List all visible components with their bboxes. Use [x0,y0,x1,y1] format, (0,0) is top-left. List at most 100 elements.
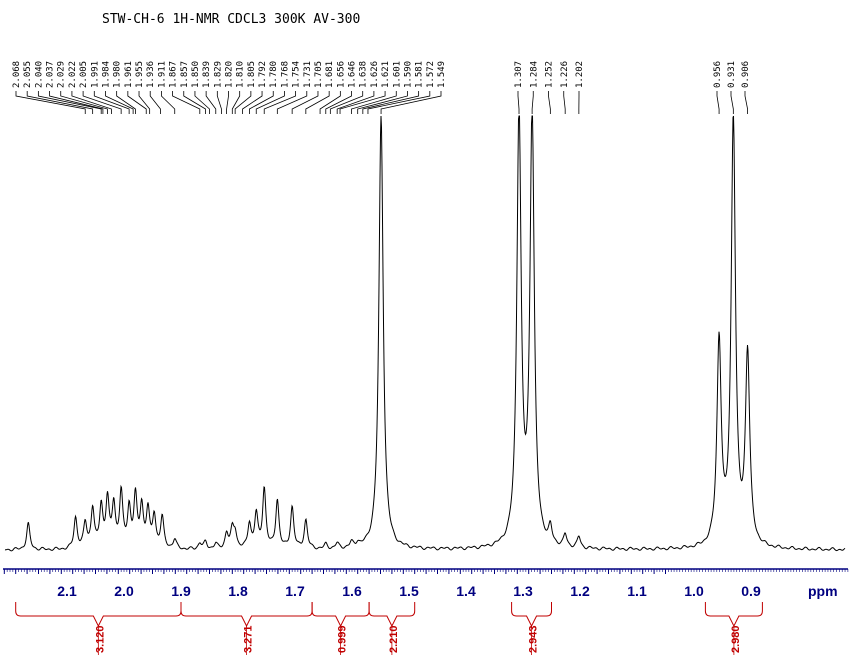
peak-label: 1.681 [325,61,335,88]
peak-label: 1.792 [258,61,268,88]
chart-title: STW-CH-6 1H-NMR CDCL3 300K AV-300 [102,12,360,27]
peak-connector [216,91,222,114]
tick-label: 1.0 [684,583,704,599]
peak-connector [548,91,551,114]
peak-label: 1.839 [202,61,212,88]
peak-label: 1.867 [169,61,179,88]
peak-connector [234,91,252,114]
peak-connector [329,91,364,114]
peak-label: 1.646 [348,61,358,88]
peak-label: 1.601 [392,61,402,88]
peak-label: 0.931 [727,61,737,88]
peak-connector [325,91,352,114]
tick-label: 1.2 [570,583,590,599]
peak-connector [319,91,341,114]
tick-label: 1.9 [171,583,191,599]
integral-value: 2.210 [388,625,400,653]
tick-label: 1.8 [228,583,248,599]
peak-connector [231,91,241,114]
tick-label: 1.4 [456,583,476,599]
tick-label: 1.6 [342,583,362,599]
peak-label: 1.549 [437,61,447,88]
peak-label: 2.037 [46,61,56,88]
tick-label: 1.7 [285,583,305,599]
peak-label: 2.029 [57,61,67,88]
peak-label: 1.754 [292,61,302,88]
peak-label: 0.906 [741,61,751,88]
peak-label: 1.626 [370,61,380,88]
peak-connector [716,91,720,114]
peak-label: 1.810 [236,61,246,88]
peak-label: 1.984 [101,61,111,88]
peak-connector [127,91,147,114]
peak-connector [305,91,330,114]
peak-connector [336,91,375,114]
peak-connector [183,91,206,114]
peak-connector [71,91,112,114]
peak-connector [380,91,442,114]
peak-connector [60,91,108,114]
peak-connector [563,91,566,114]
peak-connector [160,91,176,114]
peak-label: 1.857 [180,61,190,88]
peak-label: 1.590 [403,61,413,88]
peak-label: 2.022 [68,61,78,88]
peak-connector [263,91,297,114]
x-axis: 2.1 2.0 1.9 1.8 1.7 1.6 1.5 1.4 1.3 1.2 1.1 1.0 0.9 [3,568,849,599]
peak-connector [82,91,122,114]
peak-label: 1.911 [157,61,167,88]
peak-connector [339,91,386,114]
peak-label: 1.820 [225,61,235,88]
peak-label: 1.705 [314,61,324,88]
peak-label: 1.202 [575,61,585,88]
peak-label: 1.961 [124,61,134,88]
integral-bracket [180,602,313,628]
peak-connector [744,91,748,114]
peak-connector [531,91,534,114]
peak-label: 1.780 [269,61,279,88]
peak-connector [367,91,431,114]
x-axis-label: ppm [808,583,838,599]
peak-labels: 2.068 2.055 2.040 2.037 2.029 2.022 2.005 1.991… [12,61,751,114]
peak-connector [105,91,134,114]
peak-connector [149,91,161,114]
peak-label: 2.068 [12,61,22,88]
peak-connector [291,91,319,114]
peak-label: 1.805 [247,61,257,88]
tick-label: 1.3 [513,583,533,599]
peak-label: 1.955 [135,61,145,88]
peak-label: 1.731 [303,61,313,88]
peak-label: 1.581 [415,61,425,88]
peak-connector [194,91,210,114]
peak-label: 1.307 [514,61,524,88]
integral-value: 3.120 [94,625,106,653]
integral-bracket [368,602,416,628]
integral-value: 2.980 [730,625,742,653]
peak-connector [116,91,136,114]
peak-label: 1.226 [560,61,570,88]
peak-label: 1.572 [426,61,436,88]
peak-label: 0.956 [713,61,723,88]
peak-label: 1.936 [146,61,156,88]
peak-connector [276,91,308,114]
peak-label: 1.621 [381,61,391,88]
tick-label: 0.9 [741,583,761,599]
spectrum-line [4,115,846,552]
integral-bracket [511,602,552,628]
peak-connector [242,91,263,114]
peak-connector [351,91,397,114]
peak-label: 1.829 [213,61,223,88]
tick-label: 2.0 [114,583,134,599]
integral-value: 0.999 [337,625,349,653]
integral-bracket [704,602,763,628]
peak-connector [255,91,285,114]
peak-connector [93,91,130,114]
peak-label: 2.005 [79,61,89,88]
peak-connector [138,91,151,114]
peak-connector [37,91,102,114]
peak-label: 1.656 [336,61,346,88]
peak-connector [172,91,201,114]
peak-label: 1.284 [529,61,539,88]
peak-connector [357,91,408,114]
peak-label: 1.991 [90,61,100,88]
